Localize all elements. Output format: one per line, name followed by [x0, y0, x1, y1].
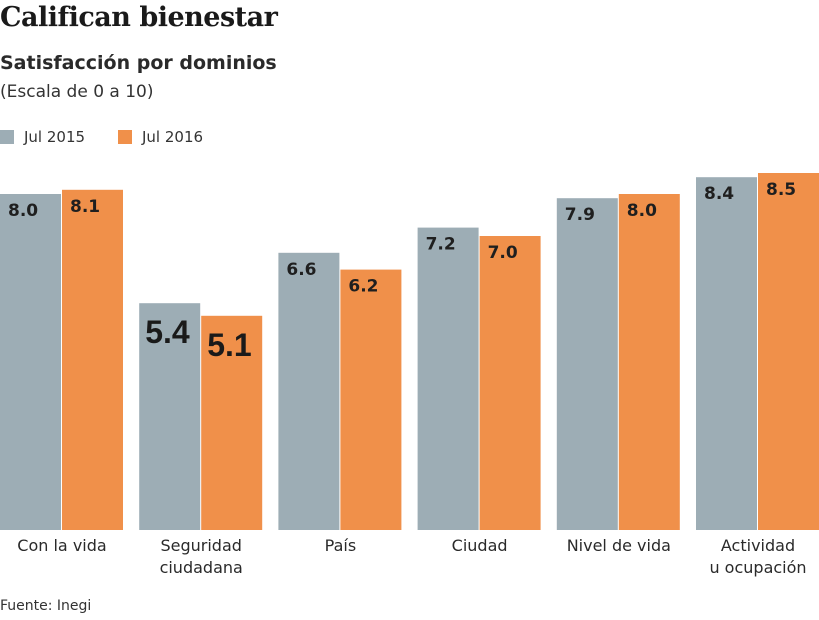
- legend-label-2016: Jul 2016: [142, 128, 204, 146]
- value-label: 6.6: [286, 260, 316, 280]
- value-label: 7.2: [426, 235, 456, 255]
- category-label: Con la vida: [17, 536, 106, 555]
- category-label: ciudadana: [160, 558, 243, 577]
- category-label: Seguridad: [160, 536, 241, 555]
- bar-jul-2015-3: [417, 227, 479, 530]
- scale-note: (Escala de 0 a 10): [0, 82, 154, 102]
- value-label: 8.0: [8, 201, 38, 221]
- bar-jul-2016-0: [62, 189, 123, 531]
- bar-jul-2015-4: [556, 198, 618, 530]
- bar-jul-2015-0: [0, 194, 61, 530]
- source-note: Fuente: Inegi: [0, 598, 92, 614]
- value-label: 8.5: [766, 180, 796, 200]
- bar-jul-2016-3: [479, 236, 541, 530]
- category-label: Ciudad: [452, 536, 508, 555]
- category-label: País: [325, 536, 357, 555]
- value-label: 7.9: [565, 205, 595, 225]
- bar-jul-2016-5: [758, 173, 819, 530]
- value-label: 5.4: [145, 314, 190, 350]
- value-label: 8.4: [704, 184, 734, 204]
- category-label: u ocupación: [709, 558, 806, 577]
- value-label: 8.1: [70, 197, 100, 217]
- bar-jul-2016-1: [201, 315, 263, 530]
- bar-jul-2015-5: [696, 177, 757, 530]
- legend-item-2016: Jul 2016: [118, 128, 203, 146]
- legend-label-2015: Jul 2015: [24, 128, 86, 146]
- legend-item-2015: Jul 2015: [0, 128, 85, 146]
- value-label: 5.1: [207, 327, 251, 363]
- value-label: 6.2: [348, 277, 378, 297]
- legend-swatch-2015: [0, 130, 14, 144]
- bar-jul-2016-4: [618, 194, 680, 530]
- value-label: 7.0: [488, 243, 518, 263]
- legend-swatch-2016: [118, 130, 132, 144]
- bar-jul-2016-2: [340, 269, 402, 530]
- chart-title: Califican bienestar: [0, 2, 278, 33]
- value-label: 8.0: [627, 201, 657, 221]
- category-label: Nivel de vida: [567, 536, 671, 555]
- bar-jul-2015-1: [139, 303, 201, 530]
- chart-subtitle: Satisfacción por dominios: [0, 52, 277, 74]
- category-label: Actividad: [721, 536, 795, 555]
- bar-jul-2015-2: [278, 252, 340, 531]
